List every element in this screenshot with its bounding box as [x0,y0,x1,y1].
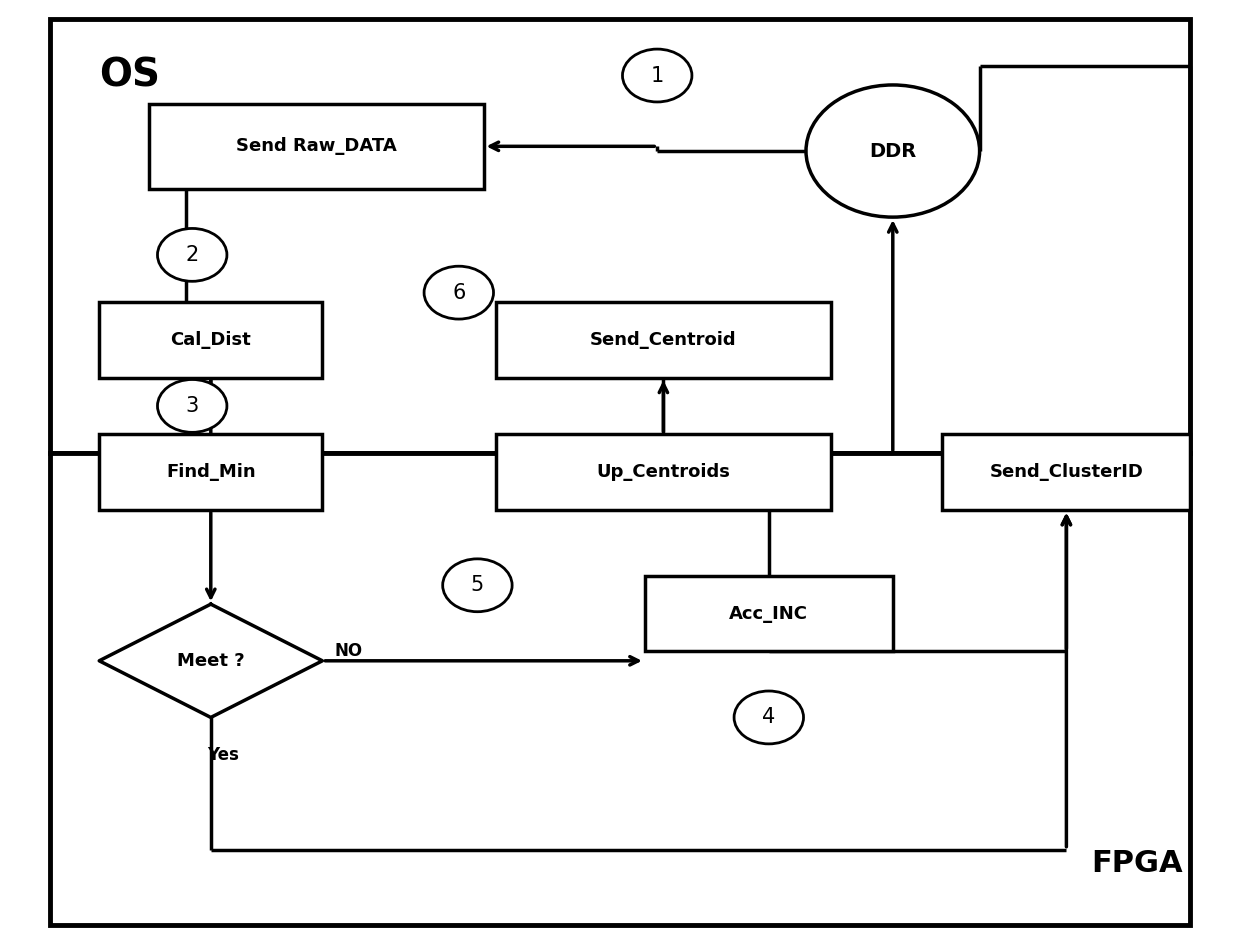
Text: FPGA: FPGA [1091,849,1183,878]
FancyBboxPatch shape [50,19,1190,453]
Text: Send Raw_DATA: Send Raw_DATA [236,137,397,156]
Circle shape [157,228,227,281]
Text: Up_Centroids: Up_Centroids [596,463,730,481]
Text: Acc_INC: Acc_INC [729,604,808,623]
Text: Yes: Yes [207,746,239,764]
Text: Cal_Dist: Cal_Dist [170,330,252,349]
Circle shape [734,691,804,744]
Circle shape [424,266,494,319]
FancyBboxPatch shape [942,434,1190,510]
Circle shape [806,85,980,217]
Text: NO: NO [335,642,363,661]
FancyBboxPatch shape [50,453,1190,925]
Text: Find_Min: Find_Min [166,463,255,481]
Circle shape [157,379,227,432]
Text: 5: 5 [471,575,484,596]
FancyBboxPatch shape [496,434,831,510]
Text: 1: 1 [651,65,663,86]
Circle shape [622,49,692,102]
Text: 3: 3 [186,396,198,416]
Text: 6: 6 [453,282,465,303]
FancyBboxPatch shape [99,302,322,378]
Text: OS: OS [99,57,160,94]
Polygon shape [99,604,322,717]
Text: Send_ClusterID: Send_ClusterID [990,463,1143,481]
Text: 4: 4 [763,707,775,728]
FancyBboxPatch shape [149,104,484,189]
Text: DDR: DDR [869,142,916,160]
FancyBboxPatch shape [99,434,322,510]
FancyBboxPatch shape [645,576,893,651]
Circle shape [443,559,512,612]
FancyBboxPatch shape [496,302,831,378]
Text: Send_Centroid: Send_Centroid [590,330,737,349]
Text: Meet ?: Meet ? [177,651,244,670]
Text: 2: 2 [186,244,198,265]
